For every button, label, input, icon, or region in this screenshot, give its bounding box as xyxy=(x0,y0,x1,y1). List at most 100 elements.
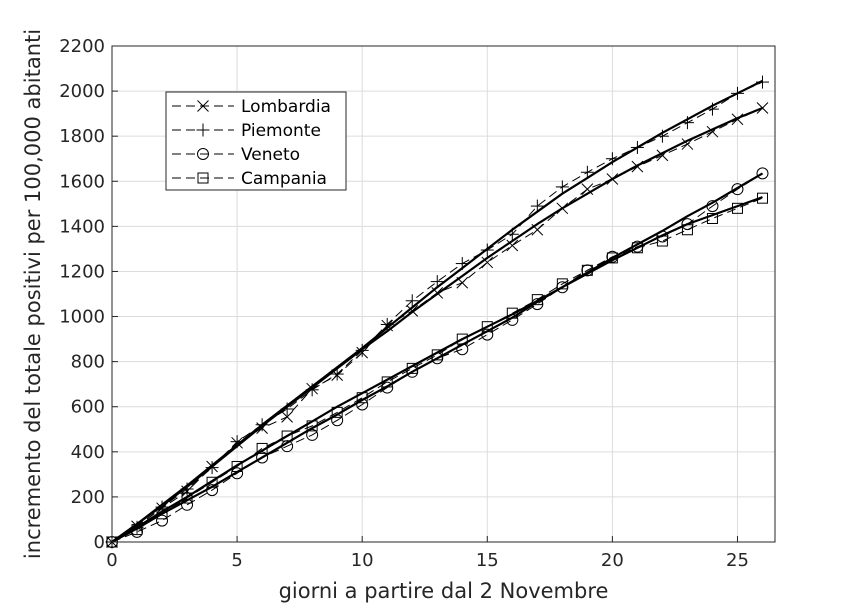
data-point-lombardia xyxy=(706,125,719,138)
legend-label-lombardia: Lombardia xyxy=(241,97,331,117)
data-point-lombardia xyxy=(656,149,669,162)
data-point-lombardia xyxy=(631,160,644,173)
data-point-piemonte xyxy=(405,294,419,308)
data-point-piemonte xyxy=(480,243,494,257)
data-point-veneto xyxy=(306,428,319,441)
data-point-veneto xyxy=(381,381,394,394)
data-point-lombardia-stroke xyxy=(481,256,494,269)
data-point-veneto xyxy=(206,484,219,497)
data-point-piemonte xyxy=(430,275,444,289)
data-point-lombardia-stroke xyxy=(656,149,669,162)
data-point-piemonte xyxy=(305,383,319,397)
data-point-veneto xyxy=(156,514,169,527)
data-point-veneto xyxy=(731,183,744,196)
data-point-piemonte xyxy=(580,165,594,179)
x-tick-label: 0 xyxy=(106,550,117,571)
x-tick-label: 25 xyxy=(726,550,749,571)
data-point-lombardia xyxy=(581,183,594,196)
data-point-piemonte xyxy=(455,257,469,271)
data-point-campania xyxy=(456,333,468,345)
data-point-campania xyxy=(556,278,568,290)
series-line-campania xyxy=(111,197,763,543)
data-point-piemonte xyxy=(330,367,344,381)
series-line-piemonte xyxy=(111,81,763,543)
plot-frame xyxy=(111,45,776,543)
y-tick-label: 400 xyxy=(71,442,105,463)
legend-label-piemonte: Piemonte xyxy=(241,121,321,141)
data-point-lombardia-stroke xyxy=(631,160,644,173)
grid xyxy=(111,45,775,543)
data-point-campania xyxy=(731,202,743,214)
data-point-veneto xyxy=(756,167,769,180)
legend-marker-lombardia-stroke xyxy=(197,100,209,112)
y-tick-label: 1400 xyxy=(59,216,105,237)
legend: Lombardia Piemonte Veneto Campania xyxy=(165,91,347,191)
data-point-piemonte xyxy=(205,461,219,475)
data-point-campania xyxy=(756,192,768,204)
data-point-piemonte xyxy=(630,140,644,154)
data-point-campania xyxy=(431,349,443,361)
data-point-lombardia-stroke xyxy=(531,223,544,236)
data-point-campania xyxy=(481,321,493,333)
data-point-campania xyxy=(131,524,143,536)
data-point-lombardia-stroke xyxy=(756,102,769,114)
data-point-lombardia xyxy=(406,305,419,317)
legend-label-campania: Campania xyxy=(241,169,327,189)
y-axis-label: incremento del totale positivi per 100,0… xyxy=(21,29,45,559)
data-point-campania xyxy=(531,294,543,306)
data-point-lombardia xyxy=(681,138,694,150)
data-point-lombardia-stroke xyxy=(281,411,293,423)
data-point-piemonte xyxy=(555,180,569,194)
data-point-lombardia xyxy=(731,113,744,126)
x-tick-label: 15 xyxy=(476,550,499,571)
fit-line-veneto xyxy=(111,172,764,543)
data-point-lombardia xyxy=(456,276,469,289)
data-point-veneto xyxy=(706,200,719,213)
legend-marker-lombardia xyxy=(197,100,209,112)
tick-labels: 0 5 10 15 20 25 0 200 400 600 800 1000 1200 1400 1600 1… xyxy=(59,36,749,571)
data-point-lombardia xyxy=(531,223,544,236)
data-point-piemonte xyxy=(230,435,244,449)
data-point-veneto xyxy=(181,498,194,511)
y-tick-label: 800 xyxy=(71,352,105,373)
data-point-veneto xyxy=(331,414,344,427)
data-point-piemonte xyxy=(355,343,369,357)
data-point-campania xyxy=(331,406,343,418)
y-tick-label: 1600 xyxy=(59,171,105,192)
legend-marker-campania xyxy=(197,172,209,184)
y-tick-label: 600 xyxy=(71,397,105,418)
data-point-lombardia-stroke xyxy=(731,113,744,126)
y-tick-label: 2000 xyxy=(59,81,105,102)
curves xyxy=(105,75,769,549)
y-tick-label: 1200 xyxy=(59,261,105,282)
data-point-piemonte xyxy=(280,402,294,416)
data-point-campania xyxy=(606,252,618,264)
data-point-lombardia-stroke xyxy=(706,125,719,138)
data-point-piemonte xyxy=(380,317,394,331)
data-point-lombardia xyxy=(281,411,293,423)
data-point-piemonte xyxy=(255,418,269,432)
data-point-lombardia xyxy=(506,239,519,252)
data-point-veneto xyxy=(356,398,369,411)
data-point-piemonte xyxy=(755,75,769,89)
data-point-lombardia-stroke xyxy=(581,183,594,196)
data-point-lombardia xyxy=(481,256,494,269)
data-point-campania xyxy=(356,392,368,404)
data-point-piemonte xyxy=(730,86,744,100)
data-point-campania xyxy=(581,264,593,276)
data-point-campania xyxy=(256,442,268,454)
data-point-veneto xyxy=(681,218,694,231)
data-point-lombardia xyxy=(606,173,619,185)
x-tick-label: 20 xyxy=(601,550,624,571)
legend-label-veneto: Veneto xyxy=(241,145,300,165)
y-tick-label: 2200 xyxy=(59,36,105,57)
data-point-campania xyxy=(656,235,668,247)
legend-marker-veneto xyxy=(197,148,209,160)
data-point-lombardia-stroke xyxy=(606,173,619,185)
data-point-campania xyxy=(631,242,643,254)
data-point-piemonte xyxy=(705,102,719,116)
x-tick-label: 10 xyxy=(351,550,374,571)
data-point-lombardia-stroke xyxy=(506,239,519,252)
data-point-lombardia-stroke xyxy=(556,202,569,215)
data-point-lombardia-stroke xyxy=(456,276,469,289)
